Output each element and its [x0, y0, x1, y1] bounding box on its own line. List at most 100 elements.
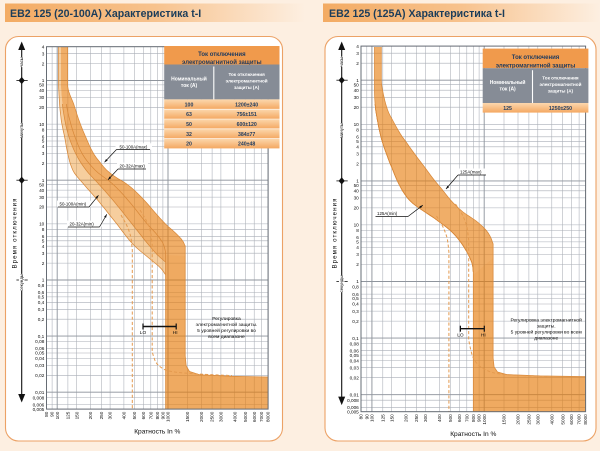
svg-text:600: 600	[457, 414, 462, 422]
svg-text:0,06: 0,06	[350, 348, 360, 353]
svg-text:защиты (А): защиты (А)	[548, 89, 574, 94]
svg-text:0,06: 0,06	[35, 346, 45, 351]
svg-text:100: 100	[185, 102, 194, 108]
svg-text:0,01: 0,01	[350, 392, 360, 397]
svg-text:часы: часы	[19, 57, 24, 67]
svg-text:минуты: минуты	[339, 123, 344, 138]
svg-text:50: 50	[39, 182, 45, 187]
svg-text:4000: 4000	[232, 411, 237, 422]
svg-text:1: 1	[356, 179, 359, 184]
svg-text:400: 400	[437, 414, 442, 422]
svg-text:20: 20	[354, 206, 360, 211]
svg-text:250: 250	[414, 414, 419, 422]
svg-text:384±77: 384±77	[238, 132, 255, 138]
svg-text:10: 10	[39, 122, 45, 127]
svg-text:2000: 2000	[199, 411, 204, 422]
svg-text:20: 20	[39, 105, 45, 110]
svg-text:ток (А): ток (А)	[499, 87, 516, 93]
svg-text:3000: 3000	[535, 414, 540, 425]
svg-text:7000: 7000	[577, 414, 582, 425]
svg-text:секунды: секунды	[19, 274, 24, 291]
svg-text:Ток отключения: Ток отключения	[228, 72, 265, 77]
svg-text:0,4: 0,4	[352, 302, 359, 307]
svg-text:секунды: секунды	[339, 276, 344, 293]
svg-text:8: 8	[42, 127, 45, 132]
svg-text:0,1: 0,1	[352, 336, 359, 341]
svg-text:125: 125	[380, 414, 385, 422]
svg-text:0,3: 0,3	[352, 309, 359, 314]
svg-text:1: 1	[356, 279, 359, 284]
svg-text:0,006: 0,006	[33, 402, 45, 407]
svg-text:80: 80	[359, 414, 364, 420]
svg-text:5: 5	[356, 240, 359, 245]
svg-text:125А(max): 125А(max)	[460, 170, 482, 175]
svg-text:1500: 1500	[185, 411, 190, 422]
svg-text:4: 4	[42, 144, 45, 149]
svg-text:20-32А(max): 20-32А(max)	[120, 164, 146, 169]
svg-text:0,006: 0,006	[347, 405, 359, 410]
svg-text:HI: HI	[173, 330, 178, 336]
svg-text:40: 40	[354, 88, 360, 93]
svg-text:0,05: 0,05	[350, 353, 360, 358]
svg-text:0,008: 0,008	[347, 398, 359, 403]
svg-text:Ток отключения: Ток отключения	[198, 52, 246, 58]
svg-text:8000: 8000	[266, 411, 271, 422]
svg-text:1: 1	[42, 278, 45, 283]
svg-text:2: 2	[356, 61, 359, 66]
svg-text:0,1: 0,1	[38, 334, 45, 339]
svg-text:63: 63	[186, 112, 192, 118]
svg-text:600±120: 600±120	[237, 122, 257, 128]
svg-text:90: 90	[50, 411, 55, 417]
svg-text:50: 50	[354, 82, 360, 87]
svg-text:0,05: 0,05	[35, 351, 45, 356]
svg-text:30: 30	[39, 95, 45, 100]
svg-text:0,5: 0,5	[38, 295, 45, 300]
svg-text:электромагнитной: электромагнитной	[539, 81, 581, 87]
svg-text:800: 800	[471, 414, 476, 422]
svg-text:50: 50	[186, 122, 192, 128]
svg-text:1: 1	[356, 78, 359, 83]
svg-text:0,6: 0,6	[352, 292, 359, 297]
svg-text:6000: 6000	[569, 414, 574, 425]
svg-text:1200±240: 1200±240	[235, 102, 258, 108]
svg-text:1: 1	[42, 78, 45, 83]
svg-text:6: 6	[356, 235, 359, 240]
svg-text:250: 250	[99, 411, 104, 419]
svg-text:3000: 3000	[219, 411, 224, 422]
svg-text:4: 4	[42, 44, 45, 49]
svg-text:125: 125	[66, 411, 71, 419]
svg-text:2: 2	[42, 161, 45, 166]
svg-text:HI: HI	[481, 332, 486, 338]
svg-text:5000: 5000	[560, 414, 565, 425]
svg-text:6000: 6000	[252, 411, 257, 422]
svg-text:900: 900	[161, 411, 166, 419]
svg-text:4: 4	[356, 44, 359, 49]
svg-text:0,01: 0,01	[35, 390, 45, 395]
svg-text:электромагнитной защиты: электромагнитной защиты	[182, 59, 262, 66]
svg-text:20-32А(min): 20-32А(min)	[70, 222, 95, 227]
svg-text:3: 3	[42, 151, 45, 156]
svg-text:0,2: 0,2	[352, 319, 359, 324]
svg-text:EB2 125 (125A) Характеристика: EB2 125 (125A) Характеристика t-I	[329, 8, 505, 20]
svg-text:8: 8	[356, 228, 359, 233]
svg-text:8000: 8000	[583, 414, 588, 425]
svg-text:8: 8	[42, 227, 45, 232]
svg-text:1: 1	[42, 178, 45, 183]
svg-text:0,04: 0,04	[35, 356, 45, 361]
svg-text:2: 2	[356, 162, 359, 167]
svg-text:0,08: 0,08	[35, 339, 45, 344]
svg-text:90: 90	[364, 414, 369, 420]
svg-text:125А(min): 125А(min)	[377, 211, 398, 216]
svg-text:30: 30	[354, 196, 360, 201]
svg-text:100: 100	[370, 414, 375, 422]
svg-text:0,04: 0,04	[350, 358, 360, 363]
svg-text:1000: 1000	[166, 411, 171, 422]
svg-text:0,8: 0,8	[38, 283, 45, 288]
svg-text:0,5: 0,5	[352, 296, 359, 301]
svg-text:0,6: 0,6	[38, 290, 45, 295]
svg-text:3: 3	[42, 251, 45, 256]
svg-text:0,02: 0,02	[350, 375, 360, 380]
svg-text:10: 10	[354, 223, 360, 228]
svg-text:600: 600	[141, 411, 146, 419]
svg-text:часы: часы	[339, 57, 344, 67]
